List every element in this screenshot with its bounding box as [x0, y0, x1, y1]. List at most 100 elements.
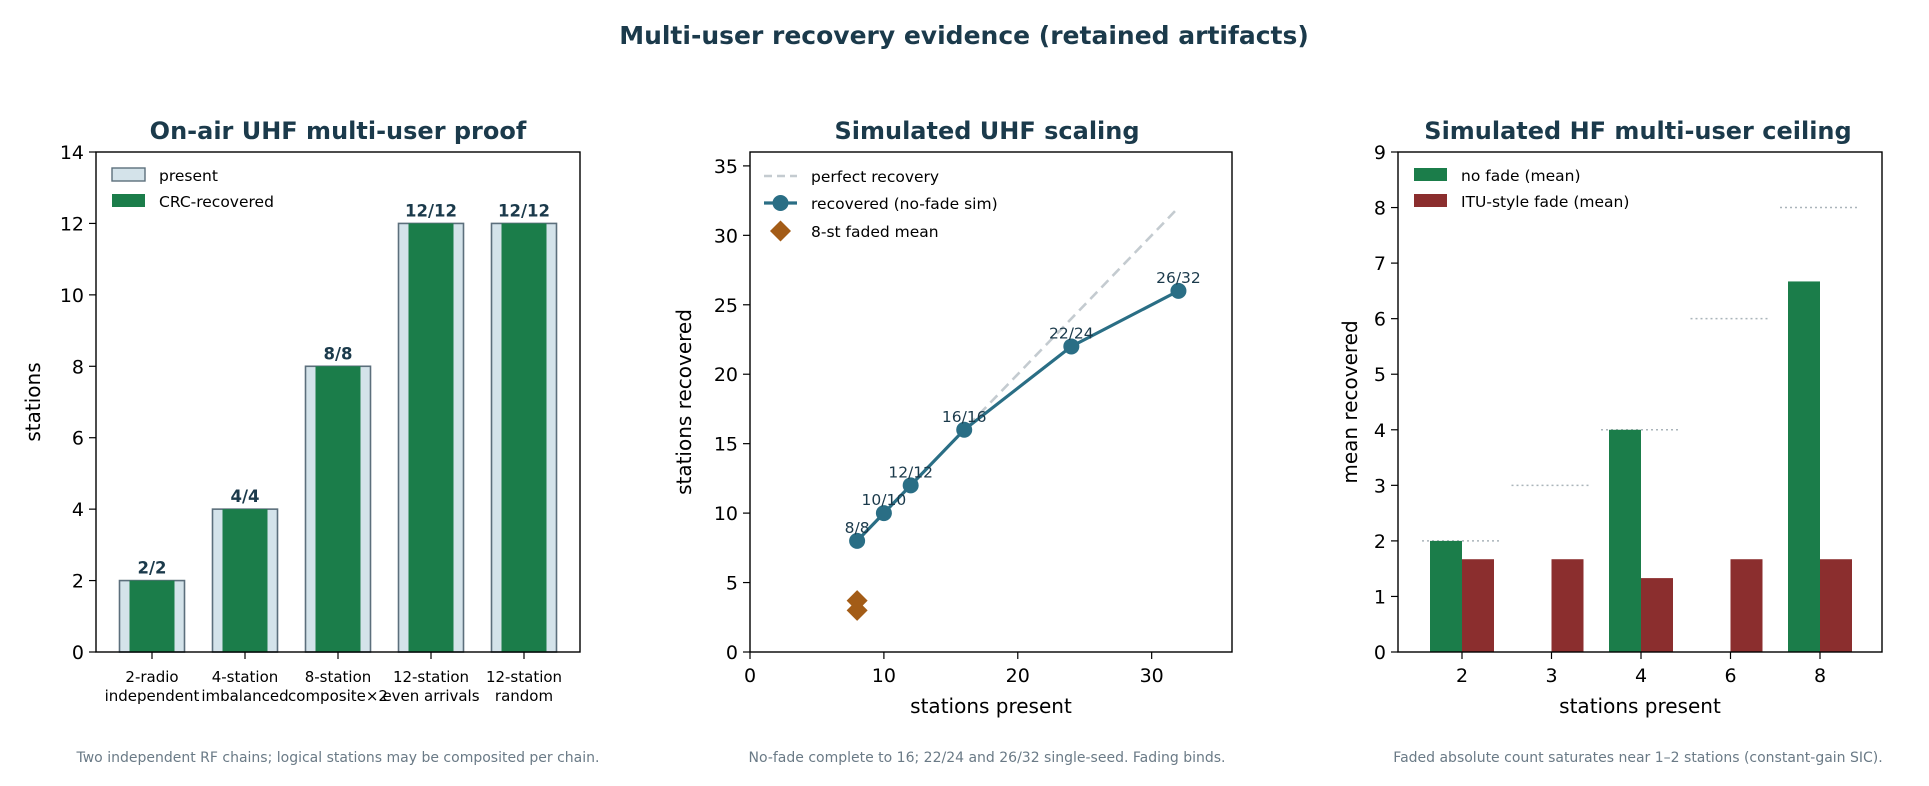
x-axis-label: stations present [1559, 694, 1721, 718]
xtick-label: 12-station [486, 668, 562, 686]
figure-suptitle: Multi-user recovery evidence (retained a… [619, 21, 1309, 50]
ytick-label: 7 [1374, 253, 1386, 275]
ytick-label: 0 [726, 642, 738, 664]
bar-itu-fade [1820, 559, 1852, 652]
xtick-label: 8 [1814, 665, 1826, 687]
ytick-label: 30 [714, 225, 738, 247]
legend-label-present: present [159, 167, 218, 185]
panel-hf-ceiling: Simulated HF multi-user ceiling 0 1 2 3 4 5 6 7… [1338, 117, 1883, 766]
faded-mean-marker [846, 590, 868, 612]
legend-label-recovered: recovered (no-fade sim) [811, 195, 998, 213]
panel2-plot: 0 5 10 15 20 25 30 35 0 10 20 30 8/8 10/10 12/12 16/16 2… [672, 151, 1233, 718]
xtick-label: 20 [1006, 665, 1030, 687]
bar-data-label: 8/8 [324, 344, 353, 363]
ytick-label: 6 [72, 428, 84, 450]
bar-itu-fade [1462, 559, 1494, 652]
ytick-label: 4 [72, 499, 84, 521]
recovered-point [875, 505, 892, 522]
bar-data-label: 4/4 [231, 487, 260, 506]
y-axis-label: stations [21, 362, 45, 441]
xtick-label: 2-radio [125, 668, 178, 686]
legend-label-crc: CRC-recovered [159, 193, 274, 211]
ytick-label: 8 [72, 356, 84, 378]
ytick-label: 0 [72, 642, 84, 664]
bar-no-fade [1788, 281, 1820, 652]
ytick-label: 25 [714, 295, 738, 317]
xtick-label: composite×2 [288, 687, 388, 705]
legend-label-no-fade: no fade (mean) [1461, 167, 1581, 185]
ytick-label: 15 [714, 434, 738, 456]
legend-swatch-itu-fade [1414, 194, 1447, 207]
plot-frame [1397, 151, 1883, 653]
plot-frame [749, 151, 1233, 653]
bar-crc-recovered [501, 223, 547, 652]
legend-label-perfect: perfect recovery [811, 168, 939, 186]
bar-data-label: 12/12 [498, 201, 550, 220]
ytick-label: 35 [714, 156, 738, 178]
legend-marker-faded [770, 220, 791, 242]
recovered-point [1063, 338, 1080, 355]
ytick-label: 9 [1374, 142, 1386, 164]
panel-uhf-scaling: Simulated UHF scaling 0 5 10 15 20 25 30 35 0 10 2… [672, 117, 1233, 766]
ytick-label: 1 [1374, 586, 1386, 608]
panel-uhf-proof: On-air UHF multi-user proof 0 2 4 6 8 10 12 14 2… [21, 117, 599, 766]
bar-no-fade [1430, 540, 1462, 652]
recovered-point-label: 8/8 [845, 519, 870, 537]
ytick-label: 5 [726, 573, 738, 595]
legend-swatch-present [111, 167, 146, 182]
bar-itu-fade [1641, 578, 1673, 652]
recovered-point [1170, 282, 1187, 299]
ytick-label: 14 [60, 142, 84, 164]
legend-marker-recovered [772, 195, 789, 211]
recovered-point-label: 12/12 [888, 463, 933, 481]
y-axis-label: stations recovered [672, 309, 696, 495]
ytick-label: 5 [1374, 364, 1386, 386]
xtick-label: even arrivals [382, 687, 479, 705]
ytick-label: 2 [1374, 531, 1386, 553]
ytick-label: 3 [1374, 475, 1386, 497]
xtick-label: 0 [744, 665, 756, 687]
panel3-plot: 0 1 2 3 4 5 6 7 8 9 2 3 4 6 8 no fade (mean) ITU-style f… [1338, 142, 1883, 718]
ytick-label: 12 [60, 213, 84, 235]
y-axis-label: mean recovered [1338, 320, 1362, 483]
panel3-title: Simulated HF multi-user ceiling [1424, 117, 1851, 145]
panel3-caption: Faded absolute count saturates near 1–2 … [1393, 750, 1882, 766]
ytick-label: 8 [1374, 198, 1386, 220]
legend-swatch-crc [112, 194, 145, 207]
recovered-point-label: 10/10 [862, 491, 907, 509]
panel1-caption: Two independent RF chains; logical stati… [76, 750, 600, 766]
legend-label-itu-fade: ITU-style fade (mean) [1461, 193, 1629, 211]
legend-swatch-no-fade [1414, 168, 1447, 181]
recovered-point [849, 532, 866, 549]
recovered-point [956, 421, 973, 438]
recovered-point [902, 477, 919, 494]
legend-label-faded: 8-st faded mean [811, 223, 939, 241]
panel2-caption: No-fade complete to 16; 22/24 and 26/32 … [749, 750, 1226, 766]
xtick-label: 12-station [393, 668, 469, 686]
series-perfect-recovery [856, 206, 1180, 542]
plot-frame [95, 151, 581, 653]
ytick-label: 10 [60, 285, 84, 307]
xtick-label: 8-station [305, 668, 372, 686]
xtick-label: imbalanced [201, 687, 288, 705]
panel2-title: Simulated UHF scaling [834, 117, 1139, 145]
xtick-label: 10 [872, 665, 896, 687]
xtick-label: 4-station [212, 668, 279, 686]
recovered-point-label: 26/32 [1156, 269, 1201, 287]
recovered-point-label: 16/16 [942, 408, 987, 426]
xtick-label: independent [105, 687, 200, 705]
ytick-label: 6 [1374, 309, 1386, 331]
bar-crc-recovered [408, 223, 454, 652]
xtick-label: 4 [1635, 665, 1647, 687]
bar-crc-recovered [222, 509, 268, 652]
xtick-label: 6 [1724, 665, 1736, 687]
ytick-label: 20 [714, 364, 738, 386]
bar-itu-fade [1551, 559, 1584, 652]
xtick-label: 2 [1456, 665, 1468, 687]
ytick-label: 4 [1374, 420, 1386, 442]
recovered-point-label: 22/24 [1049, 324, 1094, 342]
ytick-label: 10 [714, 503, 738, 525]
bar-crc-recovered [129, 580, 175, 652]
